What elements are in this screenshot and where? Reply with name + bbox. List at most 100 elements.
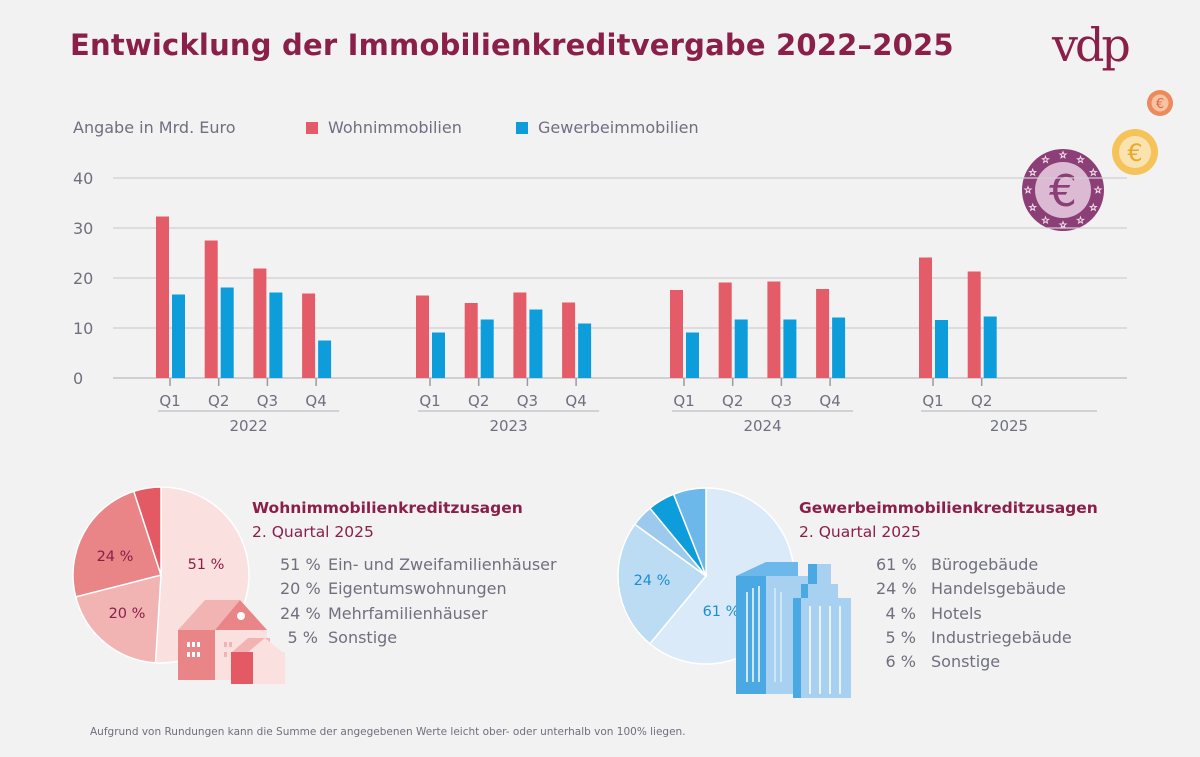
- bar-gewerbeimmobilien: [529, 309, 543, 378]
- bar-gewerbeimmobilien: [935, 320, 948, 378]
- y-tick-label: 40: [73, 169, 93, 188]
- bar-wohnimmobilien: [416, 295, 429, 378]
- x-tick-label: Q1: [419, 392, 440, 410]
- legend-label: Wohnimmobilien: [328, 118, 462, 137]
- residential-pie-subtitle: 2. Quartal 2025: [252, 523, 374, 541]
- x-tick-label: Q1: [922, 392, 943, 410]
- bar-chart: 0 10 20 30 40 Q1 Q2 Q3 Q4 2022 Q1 Q2 Q3 Q4 2023 Q1 Q2 Q3…: [73, 169, 1127, 435]
- list-item-label: Bürogebäude: [931, 555, 1039, 574]
- bar-wohnimmobilien: [767, 281, 781, 378]
- x-tick-label: Q1: [673, 392, 694, 410]
- y-tick-label: 30: [73, 219, 93, 238]
- x-tick-label: Q2: [971, 392, 992, 410]
- x-tick-label: Q3: [771, 392, 792, 410]
- list-item-pct: 51 %: [280, 555, 321, 574]
- house-illustration-icon: [178, 600, 285, 684]
- office-buildings-illustration-icon: [736, 562, 851, 698]
- pie-slice: [617, 523, 708, 645]
- list-item: 5 % Sonstige: [280, 626, 557, 650]
- bar-wohnimmobilien: [816, 289, 830, 378]
- list-item-label: Hotels: [931, 603, 982, 623]
- bar-wohnimmobilien: [156, 216, 169, 378]
- bar-gewerbeimmobilien: [269, 292, 283, 378]
- legend-label: Gewerbeimmobilien: [538, 118, 699, 137]
- bar-gewerbeimmobilien: [983, 316, 997, 378]
- list-item-pct: 24 %: [280, 603, 321, 623]
- x-tick-label: Q4: [305, 392, 326, 410]
- pie-slice-label: 24 %: [634, 573, 671, 589]
- list-item: 24 % Mehrfamilienhäuser: [280, 602, 557, 626]
- bar-wohnimmobilien: [204, 240, 218, 378]
- x-tick-label: Q2: [722, 392, 743, 410]
- list-item: 6 % Sonstige: [876, 650, 1072, 674]
- list-item: 24 % Handelsgebäude: [876, 577, 1072, 601]
- bar-gewerbeimmobilien: [220, 287, 234, 378]
- footnote: Aufgrund von Rundungen kann die Summe de…: [90, 726, 686, 738]
- list-item-label: Sonstige: [328, 627, 398, 647]
- year-label: 2024: [743, 417, 781, 435]
- x-tick-label: Q2: [468, 392, 489, 410]
- x-tick-label: Q2: [208, 392, 229, 410]
- list-item: 4 % Hotels: [876, 602, 1072, 626]
- x-tick-label: Q3: [257, 392, 278, 410]
- x-tick-label: Q1: [159, 392, 180, 410]
- legend-item-wohnimmobilien: Wohnimmobilien: [306, 118, 462, 137]
- y-tick-label: 0: [73, 369, 83, 388]
- x-tick-label: Q4: [565, 392, 586, 410]
- pie-slice-label: 24 %: [97, 549, 134, 565]
- legend-swatch-gewerbeimmobilien: [516, 122, 528, 134]
- list-item-label: Handelsgebäude: [931, 579, 1066, 599]
- list-item-pct: 24 %: [876, 579, 917, 599]
- x-tick-label: Q4: [819, 392, 840, 410]
- page-title: Entwicklung der Immobilienkreditvergabe …: [70, 28, 954, 62]
- year-label: 2023: [489, 417, 527, 435]
- list-item-pct: 4 %: [885, 603, 916, 623]
- bar-wohnimmobilien: [967, 271, 981, 378]
- bar-gewerbeimmobilien: [172, 294, 185, 378]
- pie-slice-label: 61 %: [703, 604, 740, 620]
- bar-wohnimmobilien: [302, 293, 316, 378]
- list-item-label: Sonstige: [931, 652, 1001, 672]
- residential-pie-title: Wohnimmobilienkreditzusagen: [252, 499, 523, 517]
- list-item-pct: 6 %: [885, 652, 916, 672]
- residential-breakdown-list: 51 % Ein- und Zweifamilienhäuser 20 % Eige…: [280, 553, 557, 650]
- bar-wohnimmobilien: [253, 268, 267, 378]
- bar-wohnimmobilien: [562, 302, 576, 378]
- list-item-pct: 20 %: [280, 579, 321, 599]
- list-item-label: Eigentumswohnungen: [328, 579, 507, 599]
- legend-item-gewerbeimmobilien: Gewerbeimmobilien: [516, 118, 699, 137]
- year-label: 2025: [990, 417, 1028, 435]
- list-item-label: Ein- und Zweifamilienhäuser: [328, 555, 557, 574]
- list-item-pct: 5 %: [885, 627, 916, 647]
- bar-gewerbeimmobilien: [432, 332, 445, 378]
- x-tick-label: Q3: [517, 392, 538, 410]
- pie-slice-label: 51 %: [188, 557, 225, 573]
- list-item: 5 % Industriegebäude: [876, 626, 1072, 650]
- legend-swatch-wohnimmobilien: [306, 122, 318, 134]
- list-item-label: Industriegebäude: [931, 627, 1072, 647]
- list-item: 61 % Bürogebäude: [876, 553, 1072, 577]
- year-label: 2022: [229, 417, 267, 435]
- commercial-breakdown-list: 61 % Bürogebäude 24 % Handelsgebäude 4 % Ho…: [876, 553, 1072, 674]
- pie-slice: [72, 490, 162, 598]
- pie-slice: [132, 486, 162, 576]
- bar-gewerbeimmobilien: [832, 317, 846, 378]
- pie-slice-label: 20 %: [109, 606, 146, 622]
- unit-label: Angabe in Mrd. Euro: [73, 118, 236, 137]
- bar-gewerbeimmobilien: [480, 319, 494, 378]
- commercial-pie-title: Gewerbeimmobilienkreditzusagen: [799, 499, 1098, 517]
- pie-slice: [74, 574, 162, 664]
- list-item-pct: 61 %: [876, 555, 917, 574]
- bar-gewerbeimmobilien: [578, 323, 592, 378]
- list-item: 51 % Ein- und Zweifamilienhäuser: [280, 553, 557, 577]
- y-tick-label: 10: [73, 319, 93, 338]
- pie-slice: [672, 487, 707, 577]
- list-item-pct: 5 %: [287, 627, 318, 647]
- bar-gewerbeimmobilien: [686, 332, 699, 378]
- y-tick-label: 20: [73, 269, 93, 288]
- list-item-label: Mehrfamilienhäuser: [328, 603, 488, 623]
- bar-wohnimmobilien: [718, 282, 732, 378]
- bar-wohnimmobilien: [513, 292, 527, 378]
- bar-wohnimmobilien: [464, 303, 478, 378]
- vdp-logo: vdp: [1052, 18, 1131, 72]
